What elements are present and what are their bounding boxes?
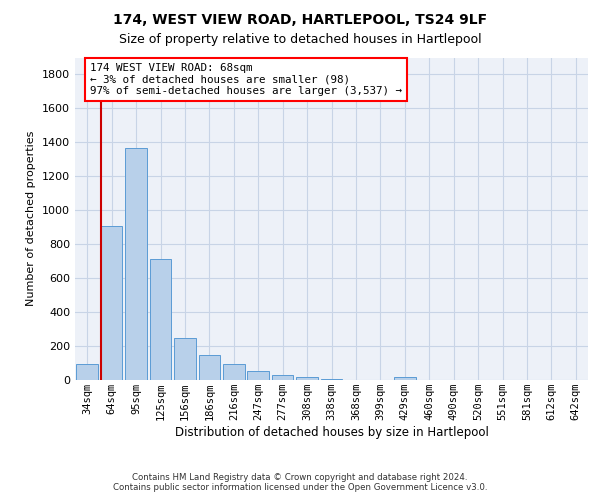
Text: 174 WEST VIEW ROAD: 68sqm
← 3% of detached houses are smaller (98)
97% of semi-d: 174 WEST VIEW ROAD: 68sqm ← 3% of detach…: [90, 62, 402, 96]
Bar: [272, 375, 293, 380]
Bar: [223, 364, 245, 380]
Text: Contains HM Land Registry data © Crown copyright and database right 2024.
Contai: Contains HM Land Registry data © Crown c…: [113, 473, 487, 492]
Bar: [394, 377, 416, 380]
Bar: [150, 260, 171, 380]
Bar: [101, 226, 122, 380]
Bar: [199, 355, 220, 380]
Bar: [247, 371, 269, 380]
Bar: [321, 379, 342, 380]
Bar: [125, 148, 147, 380]
Bar: [76, 364, 98, 380]
X-axis label: Distribution of detached houses by size in Hartlepool: Distribution of detached houses by size …: [175, 426, 488, 439]
Text: Size of property relative to detached houses in Hartlepool: Size of property relative to detached ho…: [119, 32, 481, 46]
Text: 174, WEST VIEW ROAD, HARTLEPOOL, TS24 9LF: 174, WEST VIEW ROAD, HARTLEPOOL, TS24 9L…: [113, 12, 487, 26]
Bar: [296, 377, 318, 380]
Y-axis label: Number of detached properties: Number of detached properties: [26, 131, 37, 306]
Bar: [174, 338, 196, 380]
